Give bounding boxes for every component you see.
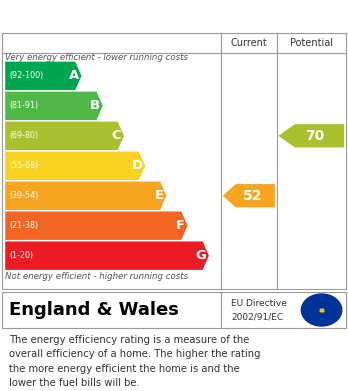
Polygon shape: [5, 91, 103, 120]
Polygon shape: [278, 124, 344, 147]
Text: Potential: Potential: [290, 38, 333, 48]
Text: G: G: [195, 249, 206, 262]
Text: England & Wales: England & Wales: [9, 301, 179, 319]
Text: C: C: [112, 129, 121, 142]
Polygon shape: [5, 152, 145, 180]
Text: Current: Current: [230, 38, 267, 48]
Text: F: F: [176, 219, 185, 232]
Text: B: B: [90, 99, 100, 112]
Text: E: E: [155, 189, 164, 202]
Ellipse shape: [301, 294, 342, 326]
Text: Not energy efficient - higher running costs: Not energy efficient - higher running co…: [5, 272, 188, 281]
Text: A: A: [69, 69, 79, 83]
Text: Very energy efficient - lower running costs: Very energy efficient - lower running co…: [5, 53, 188, 62]
Polygon shape: [5, 212, 188, 240]
Text: 52: 52: [243, 189, 262, 203]
Text: The energy efficiency rating is a measure of the
overall efficiency of a home. T: The energy efficiency rating is a measur…: [9, 335, 260, 388]
Polygon shape: [5, 122, 124, 150]
Text: (39-54): (39-54): [9, 191, 39, 200]
Text: (81-91): (81-91): [9, 101, 39, 110]
Text: Energy Efficiency Rating: Energy Efficiency Rating: [10, 9, 232, 23]
Text: EU Directive: EU Directive: [231, 299, 287, 308]
Polygon shape: [223, 184, 275, 207]
Text: 2002/91/EC: 2002/91/EC: [231, 312, 284, 321]
Text: (69-80): (69-80): [9, 131, 39, 140]
Text: (92-100): (92-100): [9, 72, 44, 81]
Text: (55-68): (55-68): [9, 161, 39, 170]
Text: (1-20): (1-20): [9, 251, 33, 260]
Text: D: D: [131, 159, 142, 172]
Text: 70: 70: [305, 129, 324, 143]
Polygon shape: [5, 62, 81, 90]
Polygon shape: [5, 242, 209, 270]
Text: (21-38): (21-38): [9, 221, 39, 230]
Polygon shape: [5, 181, 166, 210]
